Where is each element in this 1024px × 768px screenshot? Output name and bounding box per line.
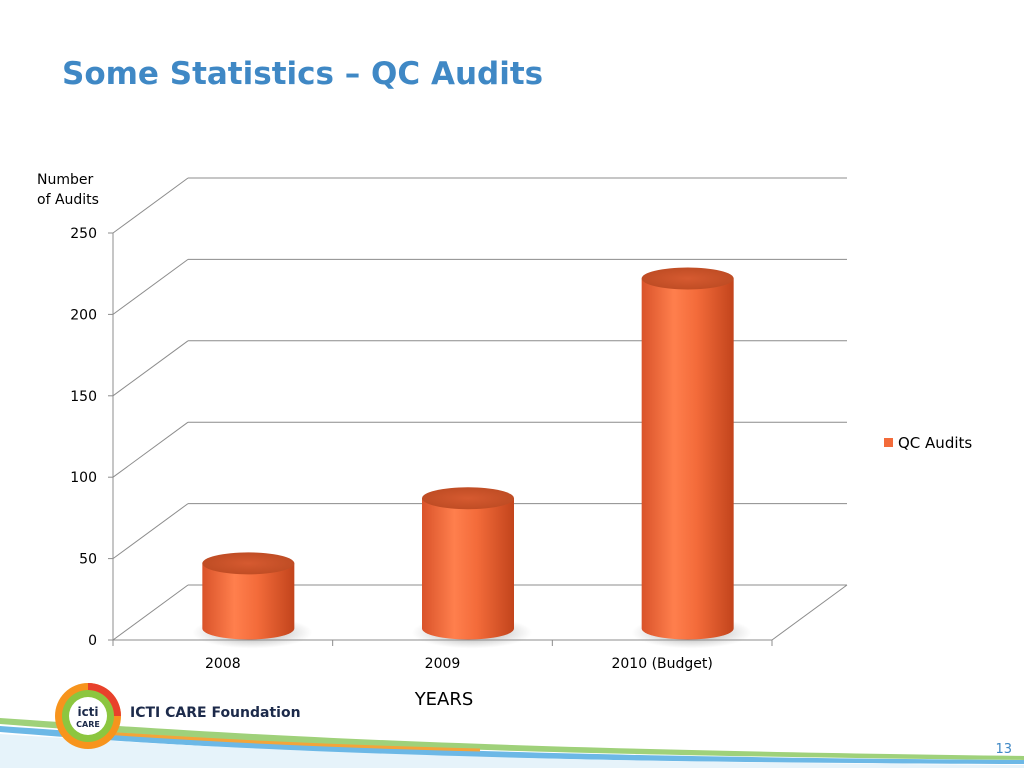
logo-mark-bottom: CARE	[76, 720, 100, 729]
gridline-side	[112, 340, 189, 397]
legend: QC Audits	[884, 434, 972, 452]
bar-body	[202, 563, 295, 640]
y-axis-label-line-1: Number	[37, 172, 93, 188]
bar	[631, 267, 752, 649]
gridline-side	[112, 177, 189, 234]
y-tick-label: 50	[79, 552, 97, 568]
bar-top	[641, 267, 734, 290]
gridline-side	[112, 421, 189, 478]
logo-text: ICTI CARE Foundation	[130, 705, 301, 721]
bar-top	[202, 552, 295, 575]
bar	[412, 487, 532, 649]
grid-layer	[112, 177, 847, 641]
bar-body	[641, 278, 734, 640]
gridline-side	[112, 584, 189, 641]
bar-top	[422, 487, 514, 510]
gridline-side	[112, 258, 189, 315]
bar-body	[422, 498, 514, 640]
y-tick-label: 200	[70, 307, 97, 323]
x-tick-label: 2008	[205, 656, 241, 672]
y-tick-label: 250	[70, 226, 97, 242]
legend-swatch	[884, 438, 893, 447]
y-axis-label-line-2: of Audits	[37, 192, 99, 208]
legend-label: QC Audits	[898, 434, 972, 452]
bar	[192, 552, 313, 649]
gridline-side	[112, 503, 189, 560]
y-tick-label: 150	[70, 389, 97, 405]
floor-right-edge	[771, 584, 848, 641]
icti-logo: icti CARE	[55, 683, 121, 749]
page-number: 13	[995, 742, 1012, 757]
y-tick-label: 0	[88, 633, 97, 649]
axis-layer: 0 50 100 150 200 250 2008 2009 2010 (Budget)	[70, 226, 848, 672]
bar-layer	[192, 267, 752, 649]
footer-wave	[0, 718, 1024, 768]
label-layer: Number of Audits YEARS	[37, 172, 473, 710]
x-tick-label: 2009	[425, 656, 461, 672]
y-tick-label: 100	[70, 470, 97, 486]
logo-mark-top: icti	[77, 705, 98, 719]
slide-title: Some Statistics – QC Audits	[62, 56, 544, 92]
x-tick-label: 2010 (Budget)	[611, 656, 712, 672]
x-axis-label: YEARS	[414, 689, 474, 710]
